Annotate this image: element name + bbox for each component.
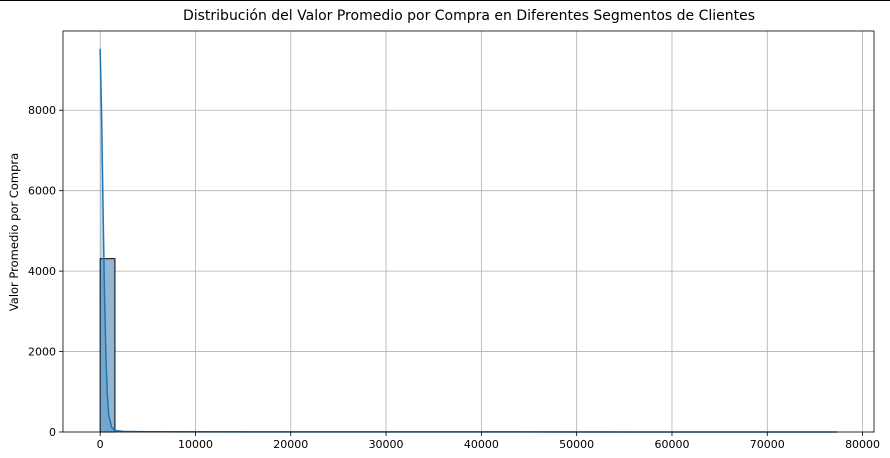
x-tick-label: 0 — [97, 438, 104, 451]
top-border — [0, 0, 890, 1]
plot-frame — [62, 30, 875, 433]
x-tick-label: 70000 — [750, 438, 785, 451]
y-axis-label: Valor Promedio por Compra — [7, 153, 21, 311]
grid-lines — [63, 31, 874, 433]
x-tick-label: 50000 — [559, 438, 594, 451]
x-tick-label: 80000 — [845, 438, 880, 451]
y-tick-label: 6000 — [28, 185, 56, 198]
kde-line — [99, 48, 837, 433]
y-tick-label: 4000 — [28, 265, 56, 278]
x-tick-label: 30000 — [369, 438, 404, 451]
y-axis-ticks: 0 2000 4000 6000 8000 — [28, 104, 63, 439]
x-tick-label: 60000 — [654, 438, 689, 451]
x-tick-label: 20000 — [273, 438, 308, 451]
kde-area — [100, 48, 837, 433]
y-tick-label: 0 — [49, 426, 56, 439]
y-tick-label: 8000 — [28, 104, 56, 117]
x-tick-label: 40000 — [464, 438, 499, 451]
y-tick-label: 2000 — [28, 346, 56, 359]
x-tick-label: 10000 — [178, 438, 213, 451]
x-axis-ticks: 0 10000 20000 30000 40000 50000 60000 70000 8000… — [97, 432, 880, 451]
kde-layer — [99, 48, 837, 433]
chart-title: Distribución del Valor Promedio por Comp… — [182, 8, 756, 24]
